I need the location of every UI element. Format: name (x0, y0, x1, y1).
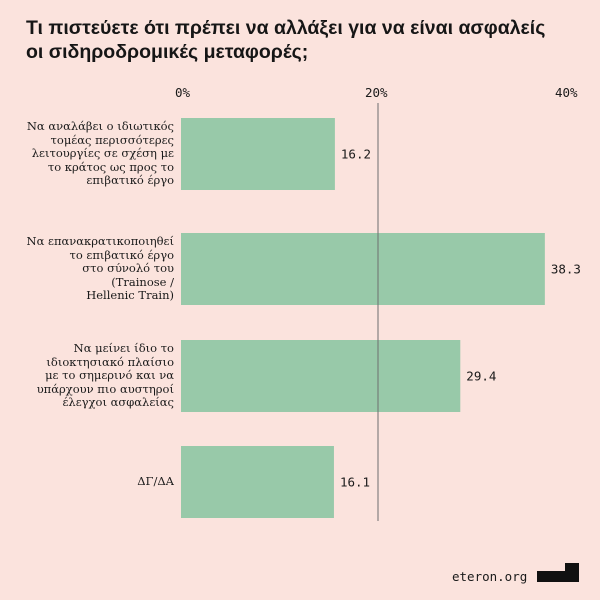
category-label: Να επανακρατικοποιηθεί το επιβατικό έργο σ… (14, 234, 175, 303)
bar-value-label: 16.2 (341, 147, 371, 162)
bar-value-label: 16.1 (340, 475, 370, 490)
category-label-line: τομέας περισσότερες (50, 132, 174, 147)
bar-value-label: 29.4 (466, 369, 496, 384)
x-tick-label: 20% (365, 85, 388, 100)
category-label-line: με το σημερινό και να (45, 368, 174, 383)
footer-site-text[interactable]: eteron.org (452, 569, 528, 584)
bar-value-label: 38.3 (551, 262, 581, 277)
category-label-line: το κράτος ως προς το (47, 159, 174, 174)
category-label-line: Να μείνει ίδιο το (73, 341, 174, 356)
x-tick-label: 0% (175, 85, 191, 100)
category-label-line: (Trainose / (111, 274, 174, 289)
bar (181, 446, 334, 518)
category-label-line: Να επανακρατικοποιηθεί (26, 234, 175, 249)
eteron-logo-icon (537, 563, 579, 582)
category-label-line: Hellenic Train) (86, 288, 174, 303)
bar-series (181, 118, 545, 518)
bar (181, 118, 335, 190)
category-label-line: λειτουργίες σε σχέση με (31, 146, 174, 161)
chart-title: Τι πιστεύετε ότι πρέπει να αλλάξει για ν… (26, 16, 566, 64)
category-label-line: ιδιοκτησιακό πλαίσιο (46, 354, 174, 369)
x-axis-ticks: 0% 20% 40% (175, 85, 578, 100)
category-label-line: στο σύνολό του (82, 261, 174, 276)
bar (181, 233, 545, 305)
category-label-line: Να αναλάβει ο ιδιωτικός (26, 119, 174, 134)
category-label-line: ΔΓ/ΔΑ (137, 474, 174, 489)
category-label-line: επιβατικό έργο (86, 173, 174, 188)
x-tick-label: 40% (555, 85, 578, 100)
category-label: Να μείνει ίδιο το ιδιοκτησιακό πλαίσιο με … (14, 342, 174, 410)
chart-title-line-2: οι σιδηροδρομικές μεταφορές; (26, 41, 309, 63)
chart-title-line-1: Τι πιστεύετε ότι πρέπει να αλλάξει για ν… (26, 17, 546, 39)
bar (181, 340, 461, 412)
category-label: Να αναλάβει ο ιδιωτικός τομέας περισσότερ… (14, 120, 174, 188)
category-label-line: έλεγχοι ασφαλείας (62, 395, 174, 410)
category-label: ΔΓ/ΔΑ (14, 475, 174, 489)
category-label-line: υπάρχουν πιο αυστηροί (36, 381, 174, 396)
value-labels: 16.2 38.3 29.4 16.1 (340, 147, 581, 490)
category-label-line: το επιβατικό έργο (69, 247, 174, 262)
